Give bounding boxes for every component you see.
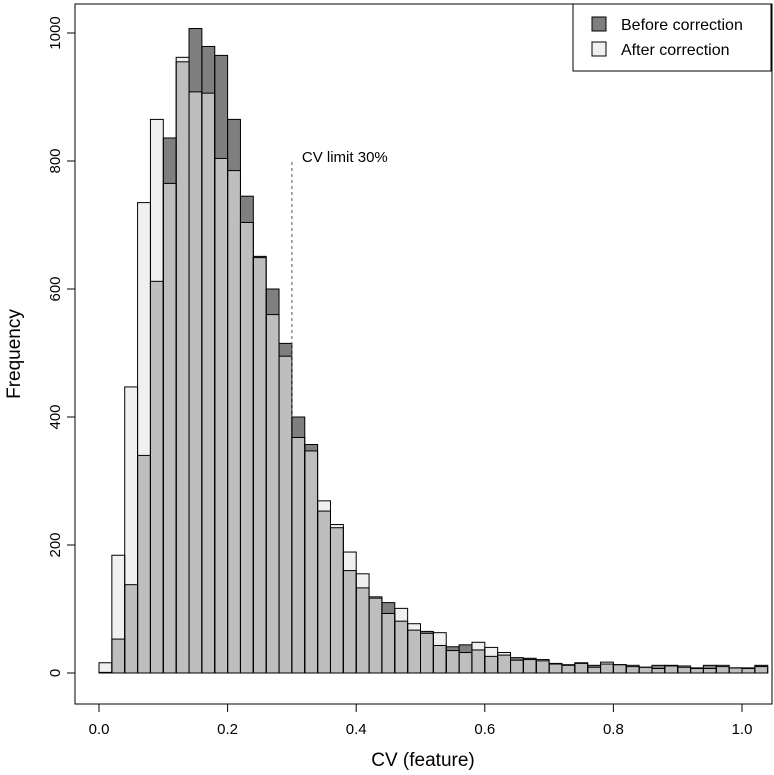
bar-overlap xyxy=(716,666,730,673)
bars-outline xyxy=(98,28,769,674)
bar-overlap xyxy=(729,667,742,673)
x-tick-label: 0.6 xyxy=(474,721,495,738)
bar-overlap xyxy=(613,664,627,673)
y-tick-label: 0 xyxy=(47,669,64,677)
cv-limit-label: CV limit 30% xyxy=(302,149,388,166)
bar-overlap xyxy=(664,665,678,673)
bar-overlap xyxy=(536,660,550,673)
bar-overlap xyxy=(459,652,472,673)
bar-overlap xyxy=(201,93,215,673)
y-axis-title: Frequency xyxy=(4,309,25,399)
bar-overlap xyxy=(214,158,228,673)
y-tick-label: 800 xyxy=(47,148,64,173)
bar-overlap xyxy=(549,664,562,673)
bar-overlap xyxy=(253,257,267,673)
y-tick-label: 400 xyxy=(47,404,64,429)
bar-overlap xyxy=(523,659,537,673)
bar-overlap xyxy=(703,668,717,673)
x-axis: 0.0 0.2 0.4 0.6 0.8 1.0 xyxy=(89,703,753,738)
bar-overlap xyxy=(137,455,151,673)
bar-overlap xyxy=(369,598,382,673)
x-tick-label: 0.4 xyxy=(346,721,367,738)
bar-overlap xyxy=(742,668,755,673)
legend-box xyxy=(572,3,772,72)
bar-overlap xyxy=(651,668,665,673)
bar-overlap xyxy=(561,665,575,673)
bar-overlap xyxy=(189,91,202,673)
bar-overlap xyxy=(304,450,318,673)
legend-swatch-after xyxy=(591,41,607,57)
legend-swatch-before xyxy=(591,16,607,32)
bar-overlap xyxy=(574,663,588,673)
bar-overlap xyxy=(124,584,138,673)
bar-overlap xyxy=(291,437,305,673)
y-axis: 0 200 400 600 800 1000 xyxy=(47,16,76,677)
bar-overlap xyxy=(343,570,357,673)
bar-overlap xyxy=(587,667,601,673)
bar-overlap xyxy=(356,587,370,673)
y-tick-label: 600 xyxy=(47,276,64,301)
x-axis-title: CV (feature) xyxy=(371,750,474,771)
x-tick-label: 0.2 xyxy=(217,721,238,738)
bar-overlap xyxy=(407,630,421,673)
bar-overlap xyxy=(446,650,460,673)
bar-after-correction xyxy=(99,662,112,673)
bar-overlap xyxy=(639,667,652,673)
x-tick-label: 1.0 xyxy=(732,721,753,738)
bar-overlap xyxy=(330,527,344,673)
legend-label-before: Before correction xyxy=(621,17,743,34)
bar-overlap xyxy=(471,649,485,673)
legend-label-after: After correction xyxy=(621,42,729,59)
bar-overlap xyxy=(150,281,164,673)
bar-overlap xyxy=(433,645,447,673)
bar-overlap xyxy=(317,511,331,673)
bar-outline-after xyxy=(754,666,769,674)
bar-overlap xyxy=(484,656,498,673)
bar-overlap xyxy=(690,668,704,673)
bar-overlap xyxy=(240,222,254,673)
x-tick-label: 0.8 xyxy=(603,721,624,738)
bar-overlap xyxy=(227,170,241,673)
bar-overlap xyxy=(111,639,125,673)
bar-overlap xyxy=(677,667,691,673)
bars-overlap xyxy=(99,61,768,674)
cv-limit-annotation: CV limit 30% xyxy=(291,149,388,417)
bar-overlap xyxy=(266,314,280,673)
y-tick-label: 200 xyxy=(47,532,64,557)
bar-overlap xyxy=(626,666,640,673)
legend: Before correction After correction xyxy=(572,3,772,72)
bar-overlap xyxy=(381,613,395,673)
bar-overlap xyxy=(510,660,524,673)
bar-overlap xyxy=(600,664,614,673)
x-tick-label: 0.0 xyxy=(89,721,110,738)
bar-overlap xyxy=(394,621,408,673)
bar-overlap xyxy=(754,666,768,673)
bar-overlap xyxy=(163,183,177,673)
bar-overlap xyxy=(420,633,434,673)
bar-overlap xyxy=(279,356,292,673)
bar-overlap xyxy=(497,655,511,673)
bar-overlap xyxy=(176,61,190,674)
y-tick-label: 1000 xyxy=(47,16,64,49)
